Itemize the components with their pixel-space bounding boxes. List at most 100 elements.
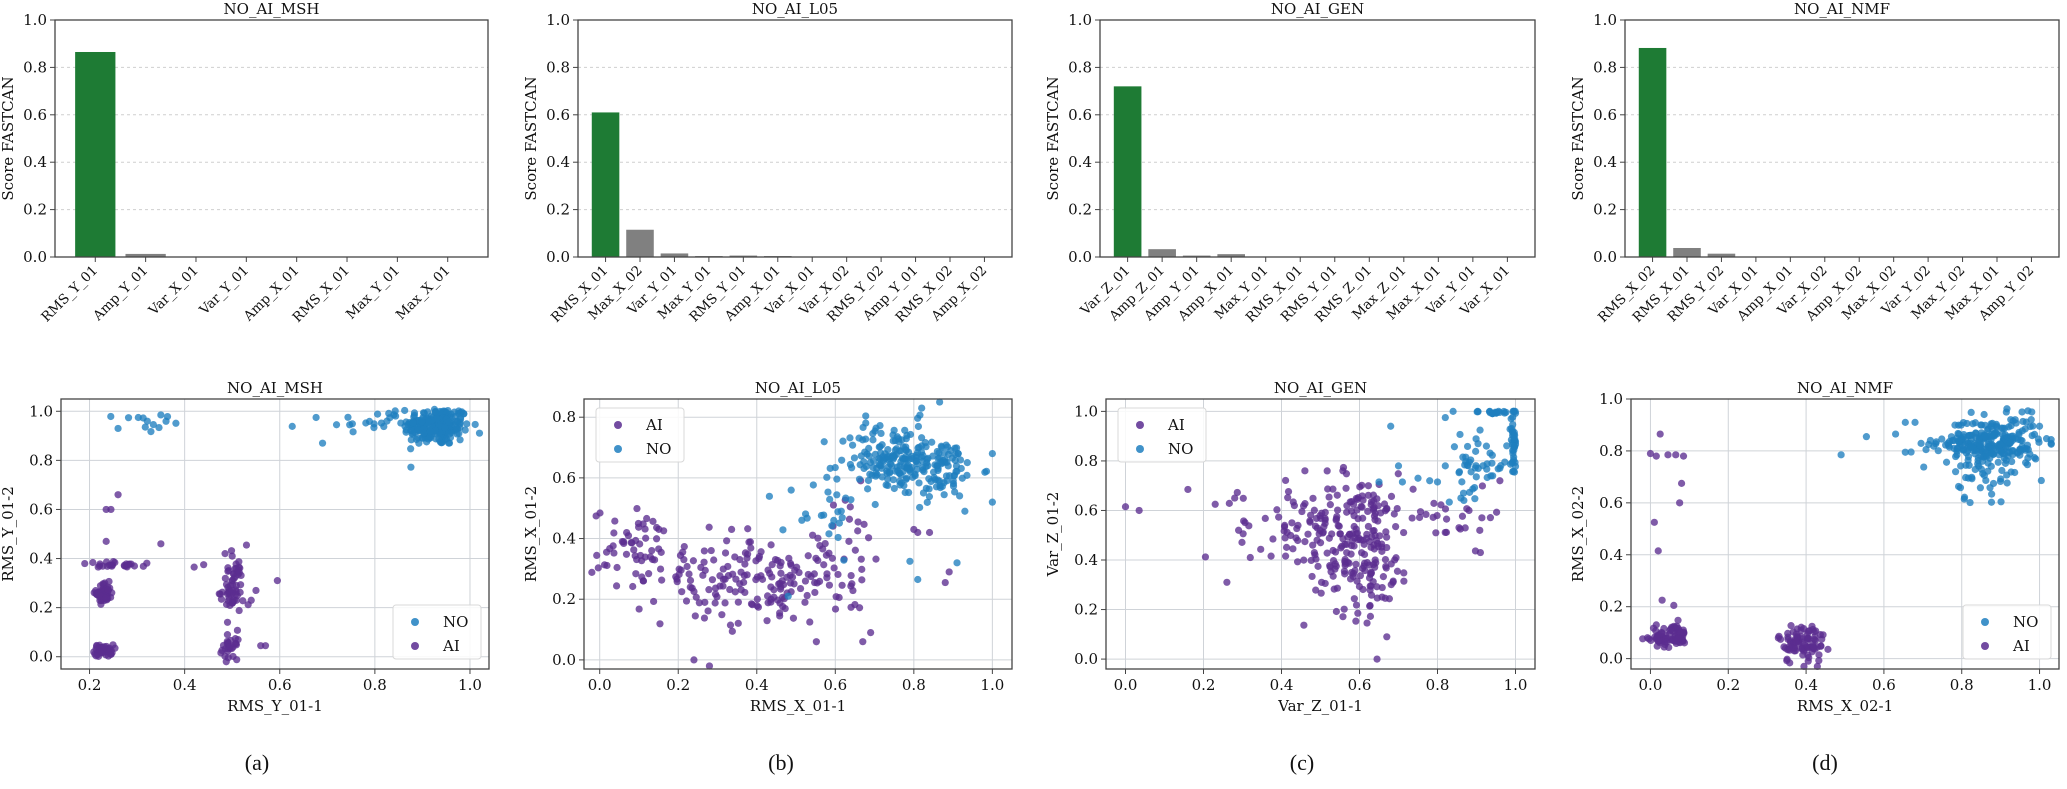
- data-point: [1956, 484, 1965, 492]
- y-tick-label: 0.4: [552, 530, 576, 548]
- data-point: [922, 484, 930, 492]
- data-point: [610, 549, 618, 557]
- data-point: [781, 604, 789, 613]
- data-point: [1354, 609, 1362, 617]
- legend-label-ai: AI: [2012, 637, 2030, 655]
- y-tick-label: 0.4: [1074, 551, 1098, 569]
- data-point: [1472, 447, 1480, 455]
- data-point: [1966, 498, 1974, 507]
- data-point: [793, 563, 801, 571]
- y-tick-label: 0.8: [552, 408, 576, 426]
- data-point: [1476, 426, 1484, 434]
- data-point: [1476, 548, 1484, 557]
- data-point: [1231, 494, 1239, 502]
- data-point: [312, 413, 320, 422]
- series-no: [1375, 407, 1520, 506]
- data-point: [1400, 569, 1408, 577]
- data-point: [1343, 540, 1351, 548]
- series-no: [107, 405, 484, 471]
- data-point: [1321, 516, 1329, 524]
- data-point: [954, 450, 962, 458]
- data-point: [344, 413, 352, 421]
- bar: [1673, 247, 1701, 257]
- data-point: [660, 527, 668, 535]
- data-point: [890, 426, 898, 434]
- axes-frame: [577, 19, 1013, 258]
- legend-marker-no: [411, 618, 419, 626]
- data-point: [956, 492, 964, 500]
- y-tick-label: 0.8: [546, 58, 570, 76]
- data-point: [1369, 491, 1377, 499]
- data-point: [1509, 456, 1518, 464]
- data-point: [1381, 556, 1390, 564]
- data-point: [456, 413, 465, 422]
- data-point: [1998, 430, 2007, 438]
- x-axis-label: RMS_Y_01-1: [227, 697, 323, 715]
- data-point: [833, 491, 841, 499]
- data-point: [743, 571, 751, 579]
- bar: [1182, 255, 1211, 257]
- data-point: [2032, 455, 2040, 463]
- data-point: [149, 420, 157, 429]
- data-point: [1135, 506, 1143, 515]
- data-point: [988, 450, 996, 458]
- x-tick-label: 0.8: [1950, 676, 1974, 694]
- data-point: [1774, 634, 1782, 642]
- legend-label-no: NO: [1168, 440, 1193, 458]
- x-tick-label: 1.0: [1504, 676, 1528, 694]
- data-point: [1824, 645, 1832, 653]
- bar-chart-1: 0.00.20.40.60.81.0RMS_Y_01Amp_Y_01Var_X_…: [0, 0, 489, 326]
- data-point: [643, 514, 651, 523]
- data-point: [221, 574, 229, 582]
- data-point: [831, 605, 840, 613]
- data-point: [1359, 514, 1367, 522]
- bar: [1113, 86, 1142, 257]
- data-point: [1239, 494, 1247, 502]
- data-point: [414, 426, 422, 434]
- data-point: [2002, 408, 2010, 416]
- data-point: [1394, 470, 1402, 478]
- x-tick-label: RMS_Y_01: [38, 263, 101, 326]
- data-point: [846, 434, 854, 442]
- data-point: [825, 549, 833, 557]
- data-point: [612, 582, 621, 590]
- data-point: [456, 436, 464, 444]
- data-point: [741, 549, 750, 557]
- data-point: [1650, 518, 1658, 526]
- data-point: [925, 475, 933, 483]
- data-point: [1304, 530, 1312, 538]
- data-point: [1293, 524, 1301, 533]
- data-point: [737, 568, 745, 576]
- data-point: [658, 576, 666, 584]
- data-point: [869, 436, 877, 444]
- data-point: [228, 552, 236, 560]
- data-point: [1478, 482, 1487, 490]
- data-point: [1987, 422, 1995, 430]
- data-point: [190, 563, 198, 571]
- data-point: [942, 441, 950, 449]
- data-point: [1334, 522, 1342, 530]
- y-tick-label: 0.4: [546, 153, 570, 171]
- data-point: [724, 572, 733, 580]
- axes-frame: [1624, 19, 2060, 258]
- data-point: [1317, 578, 1326, 586]
- y-tick-label: 0.2: [23, 201, 47, 219]
- x-tick-label: 0.8: [1426, 676, 1450, 694]
- data-point: [956, 456, 965, 464]
- data-point: [224, 564, 232, 572]
- chart-title: NO_AI_GEN: [1271, 0, 1364, 18]
- data-point: [445, 418, 453, 426]
- y-tick-label: 0.8: [29, 451, 53, 469]
- data-point: [349, 428, 357, 436]
- data-point: [1815, 651, 1823, 659]
- data-point: [1415, 513, 1424, 522]
- data-point: [1667, 625, 1675, 633]
- data-point: [1463, 442, 1472, 451]
- data-point: [953, 559, 961, 567]
- data-point: [943, 458, 951, 466]
- data-point: [848, 441, 857, 449]
- data-point: [2003, 479, 2011, 487]
- data-point: [1974, 460, 1982, 468]
- data-point: [1233, 488, 1241, 497]
- data-point: [915, 479, 923, 487]
